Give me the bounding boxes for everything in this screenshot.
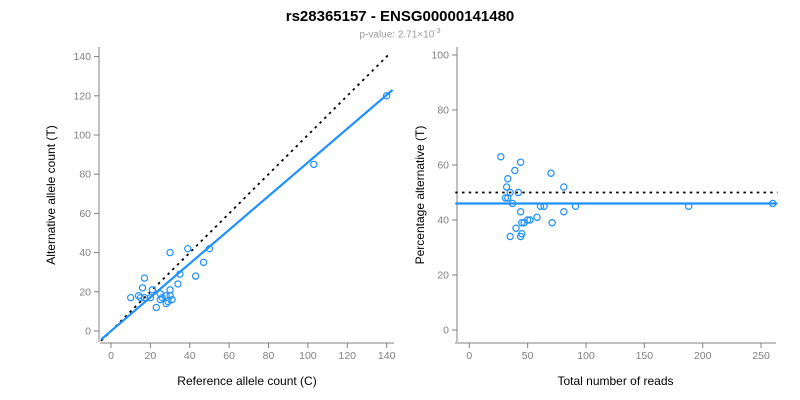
data-point (174, 280, 182, 288)
x-tick-label: 20 (145, 350, 157, 362)
y-tick-label: 20 (437, 270, 449, 282)
data-point (136, 293, 145, 302)
y-tick-label: 40 (437, 215, 449, 227)
plot-subtitle: p-value: 2.71×10-3 (0, 28, 800, 40)
data-point (199, 258, 208, 267)
x-axis-title: Total number of reads (557, 374, 673, 388)
data-point (166, 248, 174, 257)
data-point (506, 188, 514, 197)
y-tick-label: 140 (73, 51, 91, 63)
data-point (497, 153, 505, 161)
y-tick-label: 20 (79, 286, 91, 298)
y-tick-label: 100 (431, 50, 449, 62)
data-point (769, 199, 777, 208)
y-axis-title: Percentage alternative (T) (413, 126, 427, 265)
x-tick-label: 120 (339, 350, 357, 362)
pvalue-exponent: -3 (434, 28, 441, 35)
data-point (516, 208, 525, 216)
x-tick-label: 50 (522, 350, 534, 362)
y-tick-label: 40 (79, 247, 91, 259)
data-point (158, 293, 166, 302)
data-point (382, 92, 391, 100)
data-point (560, 183, 568, 191)
y-tick-label: 60 (437, 160, 449, 172)
data-point (533, 213, 541, 221)
plot-title: rs28365157 - ENSG00000141480 (285, 8, 515, 25)
y-tick-label: 120 (73, 90, 91, 102)
x-tick-label: 140 (378, 350, 396, 362)
y-tick-label: 80 (79, 169, 91, 181)
data-point (140, 274, 149, 282)
data-point (205, 244, 214, 253)
identity-line (100, 52, 392, 342)
data-point (191, 272, 200, 280)
regression-line (100, 89, 394, 341)
pvalue-text: p-value: 2.71×10 (359, 29, 435, 41)
y-axis-title: Alternative allele count (T) (44, 125, 58, 264)
y-tick-label: 80 (437, 105, 449, 117)
x-tick-label: 150 (636, 350, 654, 362)
data-point (684, 202, 693, 210)
data-point (514, 188, 523, 197)
data-point (571, 202, 580, 210)
x-tick-label: 60 (223, 350, 235, 362)
data-point (126, 293, 135, 302)
data-point (560, 208, 568, 216)
data-point (511, 166, 519, 175)
data-point (536, 202, 545, 210)
data-point (184, 244, 192, 253)
data-point (548, 219, 556, 227)
data-point (502, 183, 511, 191)
data-point (310, 160, 318, 169)
data-point (508, 199, 517, 208)
x-tick-label: 0 (466, 350, 472, 362)
data-point (547, 169, 555, 177)
data-point (518, 230, 526, 238)
data-point (166, 286, 174, 294)
y-tick-label: 60 (79, 208, 91, 220)
data-point (504, 175, 512, 183)
x-tick-label: 250 (752, 350, 770, 362)
x-tick-label: 80 (263, 350, 275, 362)
data-point (148, 286, 157, 294)
x-tick-label: 0 (108, 350, 114, 362)
data-point (168, 295, 176, 304)
x-tick-label: 40 (184, 350, 196, 362)
y-tick-label: 100 (73, 130, 91, 142)
data-point (162, 299, 170, 308)
data-point (138, 284, 147, 292)
x-tick-label: 100 (299, 350, 317, 362)
y-tick-label: 0 (85, 326, 91, 338)
x-tick-label: 100 (577, 350, 595, 362)
data-point (516, 158, 525, 166)
data-point (512, 224, 520, 232)
data-point (501, 194, 510, 202)
data-point (526, 216, 534, 224)
data-point (146, 293, 155, 302)
y-tick-label: 0 (443, 325, 449, 337)
data-point (176, 270, 184, 278)
data-point (540, 202, 548, 210)
data-point (523, 216, 532, 224)
data-point (152, 303, 160, 312)
x-axis-title: Reference allele count (C) (177, 374, 316, 388)
x-tick-label: 200 (694, 350, 712, 362)
data-point (506, 232, 514, 241)
data-point (518, 219, 526, 227)
